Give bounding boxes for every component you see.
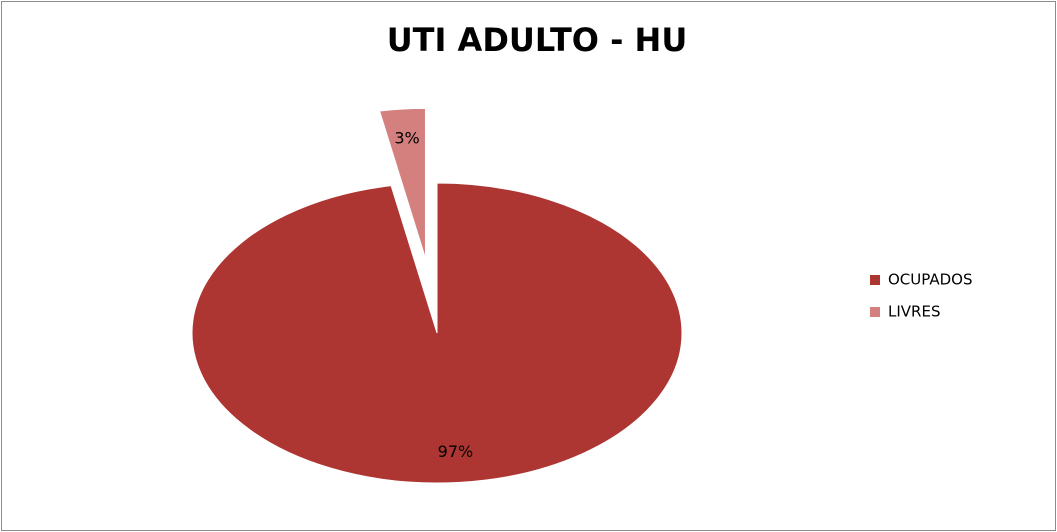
data-label: 97% xyxy=(438,442,474,461)
chart-title: UTI ADULTO - HU xyxy=(387,21,688,59)
legend-swatch xyxy=(870,275,880,285)
legend-label: LIVRES xyxy=(888,303,940,321)
legend-label: OCUPADOS xyxy=(888,271,973,289)
pie-slice xyxy=(378,107,426,259)
legend-swatch xyxy=(870,307,880,317)
pie-slice xyxy=(191,182,683,484)
data-label: 3% xyxy=(394,128,419,147)
